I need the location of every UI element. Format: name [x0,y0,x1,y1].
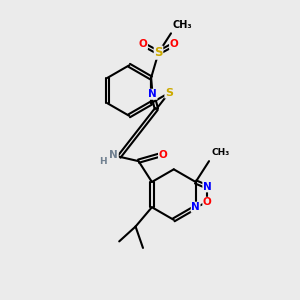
Text: N: N [191,202,200,212]
Text: O: O [139,39,147,49]
Text: N: N [110,150,118,160]
Text: O: O [158,150,167,160]
Text: CH₃: CH₃ [212,148,230,157]
Text: N: N [148,89,157,99]
Text: N: N [203,182,212,192]
Text: H: H [99,157,107,166]
Text: S: S [154,46,163,59]
Text: S: S [165,88,173,98]
Text: O: O [203,197,212,207]
Text: O: O [169,39,178,49]
Text: CH₃: CH₃ [172,20,192,30]
